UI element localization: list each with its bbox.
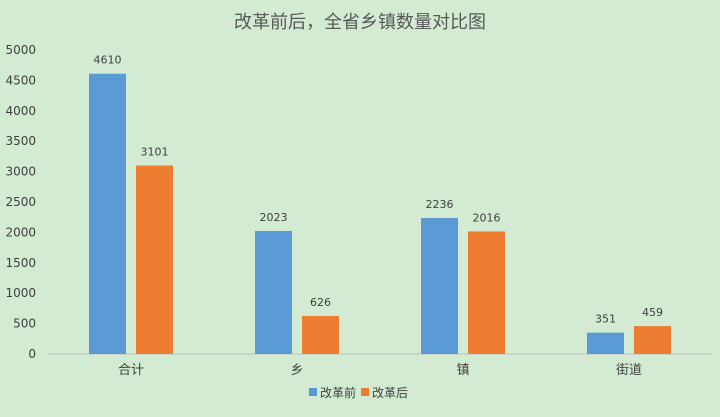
category-label: 乡 [290, 363, 303, 378]
legend: 改革前 改革后 [309, 385, 408, 400]
data-label: 459 [642, 306, 663, 319]
y-tick-label: 1500 [5, 256, 36, 270]
data-label: 4610 [94, 54, 122, 67]
data-label: 351 [595, 313, 616, 326]
data-label: 2236 [426, 198, 454, 211]
y-tick-label: 2500 [5, 195, 36, 209]
legend-entry: 改革后 [372, 386, 408, 400]
legend-entry: 改革前 [320, 385, 356, 400]
bar [136, 165, 173, 354]
legend-swatch [309, 388, 317, 396]
y-tick-label: 500 [13, 317, 36, 331]
y-axis-ticks: 0 500 1000 1500 2000 2500 3000 3500 4000 4500 5000 [5, 43, 36, 361]
category-label: 镇 [456, 363, 469, 378]
y-tick-label: 4000 [5, 104, 36, 118]
y-tick-label: 5000 [5, 43, 36, 57]
data-label: 2016 [473, 211, 501, 224]
bar [255, 231, 292, 354]
y-tick-label: 4500 [5, 73, 36, 87]
data-labels: 4610 3101 2023 626 2236 2016 351 459 [94, 54, 664, 326]
bars [89, 73, 671, 354]
bar [89, 73, 126, 354]
data-label: 2023 [260, 211, 288, 224]
bar [634, 326, 671, 354]
y-tick-label: 2000 [5, 225, 36, 239]
bar [302, 315, 339, 354]
bar [468, 231, 505, 354]
category-labels: 合计 乡 镇 街道 [118, 363, 642, 378]
legend-swatch [361, 388, 369, 396]
chart-title: 改革前后，全省乡镇数量对比图 [234, 12, 486, 33]
data-label: 626 [310, 296, 331, 309]
bar [587, 332, 624, 354]
y-tick-label: 0 [28, 347, 36, 361]
category-label: 街道 [616, 363, 642, 378]
bar [421, 218, 458, 354]
data-label: 3101 [141, 145, 169, 158]
category-label: 合计 [118, 363, 144, 378]
y-tick-label: 3500 [5, 134, 36, 148]
y-tick-label: 1000 [5, 286, 36, 300]
y-tick-label: 3000 [5, 165, 36, 179]
